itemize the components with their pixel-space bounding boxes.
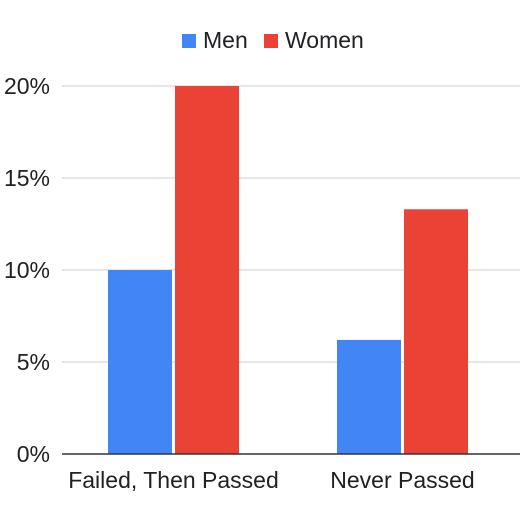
legend: Men Women xyxy=(182,27,364,53)
legend-label-men: Men xyxy=(203,27,248,53)
bar-women-2 xyxy=(404,209,468,454)
y-tick-label: 15% xyxy=(4,165,50,191)
x-axis-ticks: Failed, Then Passed Never Passed xyxy=(68,467,475,493)
legend-swatch-women xyxy=(264,34,278,48)
y-tick-label: 20% xyxy=(4,73,50,99)
y-tick-label: 0% xyxy=(17,441,50,467)
y-tick-label: 5% xyxy=(17,349,50,375)
x-tick-label: Failed, Then Passed xyxy=(68,467,279,493)
bar-men-2 xyxy=(337,339,401,454)
y-axis-ticks: 0% 5% 10% 15% 20% xyxy=(4,73,50,467)
bar-men-1 xyxy=(108,270,172,454)
y-tick-label: 10% xyxy=(4,257,50,283)
bars xyxy=(108,86,468,454)
legend-label-women: Women xyxy=(285,27,364,53)
x-tick-label: Never Passed xyxy=(330,467,474,493)
legend-swatch-men xyxy=(182,34,196,48)
bar-women-1 xyxy=(175,86,239,454)
